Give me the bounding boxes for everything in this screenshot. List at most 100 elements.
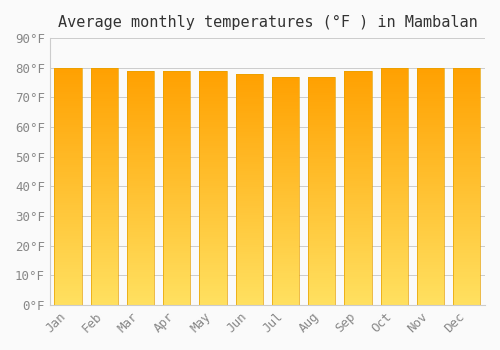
Bar [417, 175, 444, 177]
Bar [272, 147, 299, 150]
Bar [54, 203, 82, 205]
Bar [54, 99, 82, 101]
Bar [272, 223, 299, 225]
Bar [344, 73, 372, 76]
Bar [200, 141, 226, 144]
Bar [200, 242, 226, 244]
Bar [236, 284, 263, 287]
Bar [163, 286, 190, 289]
Bar [417, 270, 444, 272]
Bar [454, 177, 480, 179]
Bar [308, 150, 336, 152]
Bar [454, 68, 480, 305]
Bar [272, 250, 299, 252]
Bar [200, 115, 226, 118]
Bar [200, 181, 226, 183]
Bar [163, 106, 190, 108]
Bar [127, 183, 154, 186]
Bar [200, 155, 226, 158]
Bar [344, 160, 372, 162]
Bar [272, 264, 299, 266]
Bar [380, 132, 408, 134]
Bar [163, 206, 190, 209]
Bar [54, 136, 82, 139]
Bar [272, 134, 299, 136]
Bar [380, 153, 408, 155]
Bar [417, 260, 444, 262]
Bar [272, 234, 299, 237]
Bar [127, 108, 154, 111]
Bar [344, 144, 372, 146]
Bar [90, 91, 118, 94]
Bar [236, 210, 263, 212]
Bar [54, 210, 82, 212]
Bar [200, 160, 226, 162]
Bar [163, 146, 190, 148]
Bar [163, 141, 190, 144]
Bar [308, 116, 336, 118]
Bar [454, 210, 480, 212]
Bar [308, 278, 336, 280]
Bar [344, 258, 372, 260]
Bar [236, 111, 263, 113]
Bar [417, 224, 444, 227]
Bar [163, 289, 190, 291]
Bar [54, 205, 82, 208]
Bar [454, 272, 480, 274]
Bar [236, 282, 263, 284]
Bar [417, 194, 444, 196]
Bar [454, 231, 480, 234]
Bar [54, 120, 82, 122]
Bar [54, 260, 82, 262]
Bar [200, 188, 226, 190]
Bar [54, 160, 82, 163]
Bar [380, 270, 408, 272]
Bar [163, 118, 190, 120]
Bar [380, 84, 408, 87]
Bar [90, 253, 118, 255]
Bar [90, 286, 118, 288]
Bar [200, 253, 226, 256]
Bar [380, 227, 408, 229]
Bar [417, 222, 444, 224]
Bar [163, 303, 190, 305]
Bar [163, 80, 190, 83]
Bar [454, 139, 480, 141]
Bar [344, 188, 372, 190]
Bar [90, 224, 118, 227]
Bar [308, 159, 336, 161]
Bar [454, 87, 480, 89]
Bar [344, 267, 372, 270]
Bar [236, 115, 263, 118]
Bar [236, 157, 263, 159]
Bar [236, 247, 263, 250]
Bar [236, 171, 263, 173]
Bar [163, 153, 190, 155]
Bar [90, 298, 118, 300]
Bar [90, 248, 118, 251]
Bar [236, 155, 263, 157]
Bar [417, 99, 444, 101]
Bar [200, 134, 226, 136]
Bar [380, 224, 408, 227]
Bar [200, 132, 226, 134]
Bar [308, 287, 336, 289]
Bar [90, 270, 118, 272]
Bar [380, 148, 408, 151]
Bar [417, 189, 444, 191]
Bar [127, 181, 154, 183]
Bar [417, 155, 444, 158]
Bar [90, 276, 118, 279]
Bar [454, 260, 480, 262]
Bar [200, 167, 226, 169]
Bar [417, 246, 444, 248]
Bar [454, 288, 480, 291]
Bar [308, 177, 336, 180]
Bar [417, 201, 444, 203]
Bar [127, 80, 154, 83]
Bar [380, 108, 408, 111]
Bar [90, 231, 118, 234]
Bar [308, 280, 336, 282]
Bar [90, 205, 118, 208]
Bar [200, 122, 226, 125]
